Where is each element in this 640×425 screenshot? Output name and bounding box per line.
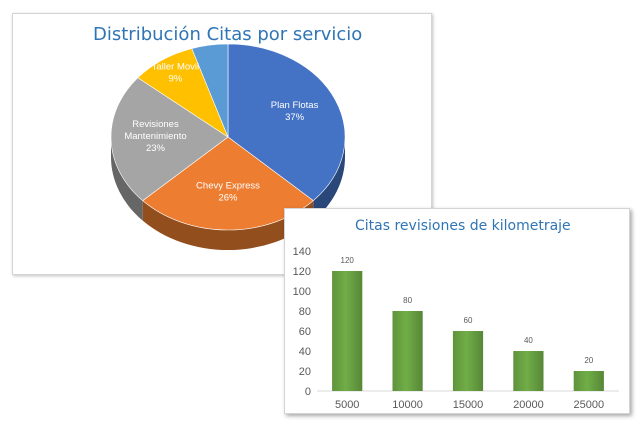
pie-slice-percent: 9%: [169, 73, 183, 84]
pie-slice-label: Chevy Express: [196, 181, 260, 192]
pie-slice-label: Mantenimiento: [124, 131, 186, 142]
pie-slice-label: Taller Movil: [152, 61, 200, 72]
pie-slice-percent: 26%: [218, 193, 238, 204]
x-tick-label: 5000: [335, 399, 359, 411]
pie-side-walls: [111, 137, 345, 251]
pie-slice-percent: 23%: [146, 143, 166, 154]
bar-data-label: 20: [584, 356, 593, 365]
pie-chart-card: Distribución Citas por servicio Plan Flo…: [12, 13, 432, 275]
pie-slice: [227, 43, 346, 202]
y-tick-label: 0: [305, 386, 311, 398]
pie-side-wall: [313, 137, 345, 221]
y-tick-label: 120: [293, 266, 311, 278]
bar: [392, 311, 423, 391]
pie-slice: [191, 43, 229, 138]
bar-data-label: 120: [341, 256, 355, 265]
pie-slice-percent: 37%: [285, 112, 305, 123]
x-tick-label: 20000: [513, 399, 544, 411]
y-tick-label: 20: [299, 366, 311, 378]
pie-slice-label: Revisiones: [132, 119, 179, 130]
bar-data-label: 60: [464, 316, 473, 325]
bar-data-label: 80: [403, 296, 412, 305]
pie-side-wall: [142, 200, 314, 251]
pie-chart-title: Distribución Citas por servicio: [93, 24, 363, 45]
bar: [452, 331, 484, 391]
x-tick-label: 10000: [392, 399, 423, 411]
bar: [573, 371, 604, 391]
x-tick-label: 25000: [574, 399, 605, 411]
y-tick-label: 60: [299, 326, 311, 338]
x-tick-label: 15000: [453, 399, 484, 411]
pie-slice: [110, 77, 229, 202]
bar-chart: 0 20 40 60 80 100 120 140 120 5000 80 10000 60 15000 4…: [293, 246, 619, 411]
bar-chart-title: Citas revisiones de kilometraje: [355, 218, 571, 234]
pie-slice-label: Plan Flotas: [271, 100, 319, 111]
bar-chart-card: Citas revisiones de kilometraje 0 20 40 60 8…: [284, 208, 630, 414]
y-tick-label: 140: [293, 246, 311, 258]
pie-side-wall: [111, 137, 143, 221]
y-tick-label: 40: [299, 346, 311, 358]
bar: [332, 271, 363, 391]
y-tick-label: 100: [293, 286, 311, 298]
y-tick-label: 80: [299, 306, 311, 318]
bar: [513, 351, 544, 391]
bar-data-label: 40: [524, 336, 533, 345]
